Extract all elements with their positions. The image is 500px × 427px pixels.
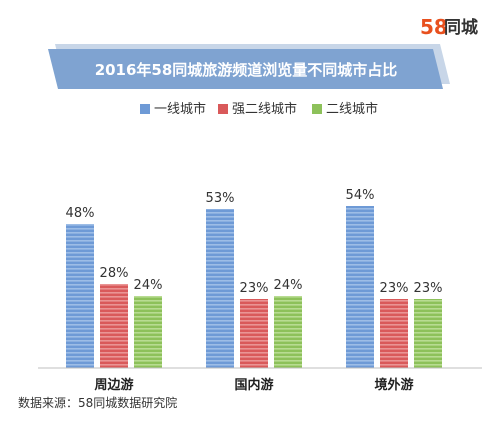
source-note: 数据来源：58同城数据研究院 [18, 395, 177, 410]
x-tick-label: 境外游 [374, 377, 413, 393]
legend-swatch [140, 104, 150, 114]
bar [240, 299, 268, 368]
legend: 一线城市 强二线城市 二线城市 [140, 101, 378, 117]
bar-value-label: 24% [134, 278, 163, 293]
bar [274, 296, 302, 368]
chart-title: 2016年58同城旅游频道浏览量不同城市占比 [95, 61, 398, 79]
brand-logo: 58 同城 [420, 15, 478, 39]
bar [206, 209, 234, 368]
bar [100, 284, 128, 368]
legend-label: 一线城市 [154, 101, 206, 117]
legend-swatch [312, 104, 322, 114]
bar-value-label: 48% [66, 206, 95, 221]
x-axis-categories: 周边游 国内游 境外游 [94, 377, 413, 393]
bar [66, 224, 94, 368]
title-banner: 2016年58同城旅游频道浏览量不同城市占比 [48, 44, 450, 89]
bar-value-label: 24% [274, 278, 303, 293]
bar [134, 296, 162, 368]
bar-value-label: 54% [346, 188, 375, 203]
bars: 48% 28% 24% 53% 23% 24% 54% 23% 23% [66, 188, 443, 368]
legend-swatch [218, 104, 228, 114]
x-tick-label: 国内游 [234, 377, 273, 393]
bar [380, 299, 408, 368]
brand-logo-text: 同城 [444, 18, 478, 38]
bar-value-label: 23% [240, 281, 269, 296]
bar-value-label: 28% [100, 266, 129, 281]
x-tick-label: 周边游 [94, 377, 133, 393]
legend-label: 二线城市 [326, 101, 378, 117]
bar-value-label: 23% [380, 281, 409, 296]
bar-value-label: 53% [206, 191, 235, 206]
title-banner-fill [48, 49, 443, 89]
legend-label: 强二线城市 [232, 101, 297, 117]
bar-value-label: 23% [414, 281, 443, 296]
bar [346, 206, 374, 368]
bar [414, 299, 442, 368]
brand-logo-number: 58 [420, 15, 448, 39]
